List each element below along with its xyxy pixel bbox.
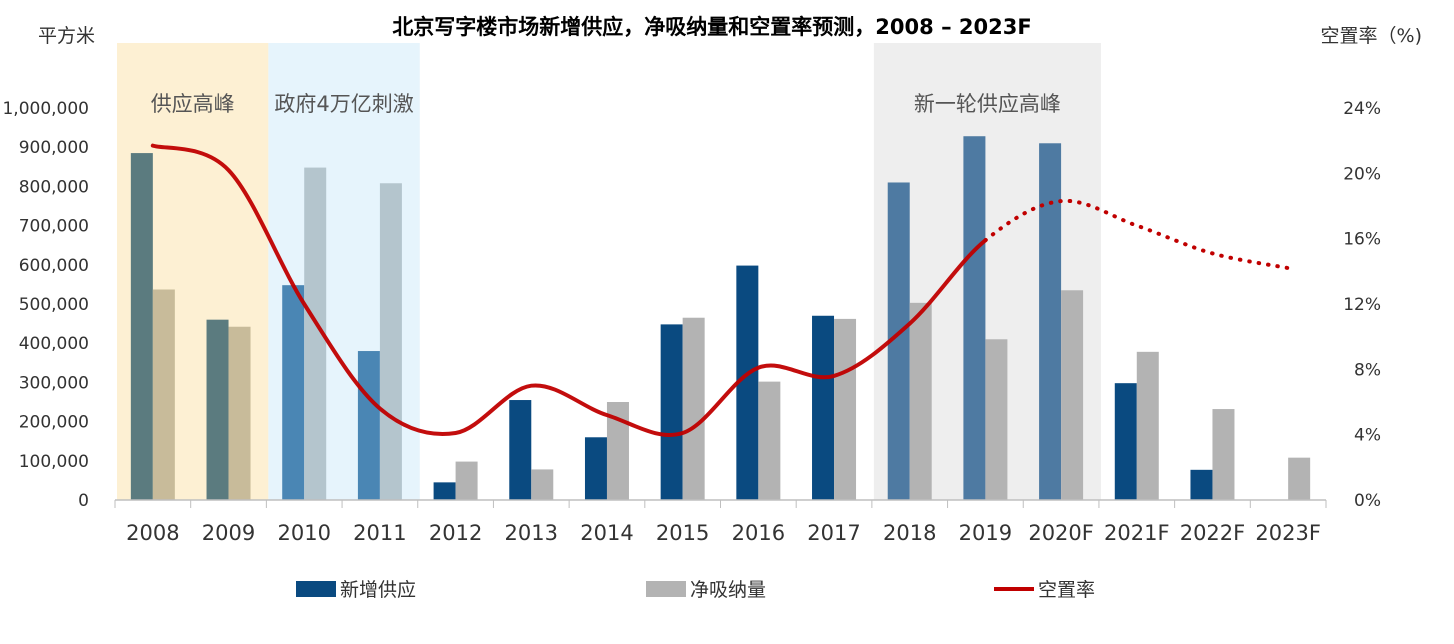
vacancy-line [150, 143, 1291, 437]
bar-absorption-2017 [834, 318, 857, 500]
y-right-tick-label: 16% [1343, 230, 1381, 250]
bar-absorption-2012 [455, 461, 478, 500]
bar-supply-2018 [887, 182, 910, 501]
chart-title: 北京写字楼市场新增供应，净吸纳量和空置率预测，2008 – 2023F [392, 15, 1031, 39]
bar-supply-2008 [130, 153, 153, 500]
band-label: 供应高峰 [151, 92, 235, 116]
y-left-tick-label: 600,000 [19, 256, 89, 276]
x-tick-label: 2019 [959, 521, 1012, 545]
legend-label: 净吸纳量 [690, 579, 766, 601]
bar-supply-2021F [1114, 383, 1137, 500]
bar-absorption-2010 [304, 167, 327, 501]
band-labels: 供应高峰 政府4万亿刺激 新一轮供应高峰 [151, 92, 1061, 116]
x-tick-label: 2011 [353, 521, 406, 545]
x-tick-label: 2009 [202, 521, 255, 545]
x-tick-label: 2013 [505, 521, 558, 545]
left-axis-unit: 平方米 [38, 25, 95, 47]
bar-series [130, 136, 1311, 501]
x-tick-label: 2015 [656, 521, 709, 545]
x-tick-label: 2018 [883, 521, 936, 545]
y-left-tick-label: 200,000 [19, 413, 89, 433]
x-tick-label: 2014 [580, 521, 633, 545]
bar-absorption-2016 [758, 381, 781, 500]
y-left-tick-label: 400,000 [19, 334, 89, 354]
right-axis-unit: 空置率（%) [1321, 25, 1422, 47]
bar-absorption-2015 [682, 317, 705, 500]
legend-swatch [646, 581, 686, 597]
bar-absorption-2008 [152, 289, 175, 500]
bar-supply-2013 [509, 400, 532, 500]
bar-supply-2010 [282, 285, 305, 500]
band-label: 新一轮供应高峰 [914, 92, 1061, 116]
y-right-tick-label: 4% [1354, 426, 1381, 446]
band-label: 政府4万亿刺激 [274, 92, 413, 116]
bar-supply-2016 [736, 265, 759, 500]
x-tick-label: 2021F [1104, 521, 1170, 545]
y-right-tick-label: 24% [1343, 99, 1381, 119]
y-left-tick-label: 0 [78, 491, 89, 511]
bar-absorption-2019 [985, 339, 1008, 500]
bar-absorption-2022F [1212, 409, 1235, 500]
y-left-tick-label: 1,000,000 [2, 99, 89, 119]
bar-absorption-2020F [1061, 290, 1084, 500]
y-left-tick-label: 800,000 [19, 177, 89, 197]
x-tick-label: 2008 [126, 521, 179, 545]
right-y-axis: 0% 4% 8% 12% 16% 20% 24% [1343, 99, 1381, 511]
x-tick-label: 2016 [732, 521, 785, 545]
bar-absorption-2011 [379, 183, 402, 501]
y-left-tick-label: 500,000 [19, 295, 89, 315]
x-axis-ticks: 2008 2009 2010 2011 2012 2013 2014 2015 2016 2017… [114, 500, 1327, 545]
x-tick-label: 2023F [1255, 521, 1321, 545]
x-tick-label: 2017 [807, 521, 860, 545]
x-tick-label: 2010 [277, 521, 330, 545]
y-right-tick-label: 0% [1354, 491, 1381, 511]
left-y-axis: 0 100,000 200,000 300,000 400,000 500,000 600,… [2, 99, 89, 511]
bar-supply-2011 [357, 351, 380, 500]
y-left-tick-label: 900,000 [19, 138, 89, 158]
legend: 新增供应 净吸纳量 空置率 [296, 579, 1095, 601]
bar-absorption-2013 [531, 469, 554, 500]
legend-swatch [296, 581, 336, 597]
bar-supply-2020F [1039, 143, 1062, 500]
x-tick-label: 2012 [429, 521, 482, 545]
legend-label: 新增供应 [340, 579, 416, 601]
y-right-tick-label: 8% [1354, 360, 1381, 380]
vacancy-line-actual [150, 143, 988, 437]
y-left-tick-label: 300,000 [19, 373, 89, 393]
bar-absorption-2021F [1136, 351, 1159, 500]
bar-absorption-2009 [228, 326, 251, 500]
bar-absorption-2014 [606, 402, 629, 500]
legend-label: 空置率 [1038, 579, 1095, 601]
bar-supply-2019 [963, 136, 986, 500]
bar-absorption-2023F [1288, 457, 1311, 500]
bar-supply-2012 [433, 482, 456, 500]
y-right-tick-label: 20% [1343, 164, 1381, 184]
y-right-tick-label: 12% [1343, 295, 1381, 315]
bar-supply-2009 [206, 319, 229, 500]
y-left-tick-label: 100,000 [19, 452, 89, 472]
x-tick-label: 2020F [1028, 521, 1094, 545]
y-left-tick-label: 700,000 [19, 217, 89, 237]
bar-supply-2015 [660, 324, 683, 500]
bar-absorption-2018 [909, 302, 932, 500]
x-tick-label: 2022F [1180, 521, 1246, 545]
bar-supply-2022F [1190, 469, 1213, 500]
bar-supply-2017 [812, 315, 835, 500]
bar-supply-2014 [584, 437, 607, 500]
